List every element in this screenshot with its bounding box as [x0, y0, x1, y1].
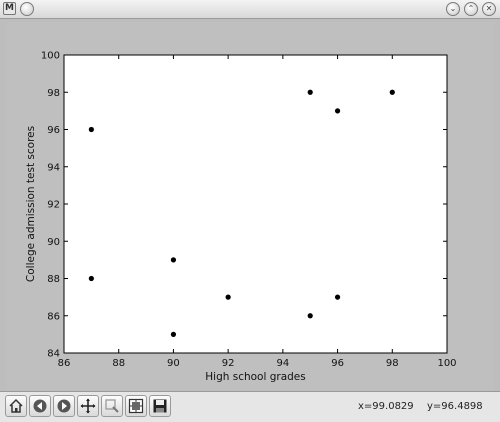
- y-tick-label: 90: [47, 237, 60, 248]
- x-tick-label: 98: [386, 358, 399, 369]
- data-point-5: [307, 89, 313, 95]
- data-point-9: [389, 89, 395, 95]
- y-tick-label: 96: [47, 125, 60, 136]
- y-tick-label: 84: [47, 349, 60, 360]
- home-icon: [9, 398, 23, 413]
- scatter-chart[interactable]: 86 88 90 92 94 96 98 1008486889092949698100High…: [6, 22, 494, 390]
- data-point-2: [170, 257, 177, 263]
- x-tick-label: 88: [112, 358, 125, 369]
- y-tick-label: 94: [47, 162, 60, 173]
- data-point-0: [88, 126, 94, 133]
- zoom-button[interactable]: [101, 395, 123, 417]
- y-tick-label: 98: [47, 88, 60, 99]
- navigation-toolbar: x=99.0829 y=96.4898: [0, 391, 500, 422]
- minimize-button[interactable]: ⌄: [446, 2, 460, 16]
- data-point-8: [334, 294, 341, 300]
- home-button[interactable]: [5, 395, 27, 417]
- title-bar: M ⌄ ⌃ ✕: [0, 0, 500, 19]
- window-menu-icon[interactable]: [20, 2, 34, 16]
- y-tick-label: 88: [47, 274, 60, 285]
- pan-icon: [80, 398, 96, 414]
- x-tick-label: 100: [437, 358, 456, 369]
- subplots-button[interactable]: [125, 395, 147, 417]
- x-coordinate-readout: x=99.0829: [358, 401, 414, 412]
- x-tick-label: 90: [167, 358, 180, 369]
- forward-button[interactable]: [53, 395, 75, 417]
- save-button[interactable]: [149, 395, 171, 417]
- x-tick-label: 86: [58, 358, 71, 369]
- x-tick-label: 92: [222, 358, 235, 369]
- data-point-1: [88, 275, 94, 282]
- maximize-button[interactable]: ⌃: [464, 2, 478, 16]
- subplots-icon: [128, 398, 144, 414]
- plot-area: [63, 54, 448, 354]
- figure-canvas[interactable]: 86 88 90 92 94 96 98 100 84 86 88 90 92 94 96 98 100 High…: [6, 22, 494, 390]
- matplotlib-icon: M: [3, 2, 16, 15]
- data-point-4: [225, 294, 231, 300]
- y-coordinate-readout: y=96.4898: [427, 401, 483, 412]
- forward-icon: [57, 399, 71, 413]
- save-icon: [153, 399, 167, 413]
- back-icon: [33, 399, 47, 413]
- data-point-6: [307, 313, 313, 319]
- y-axis-label: College admission test scores: [25, 126, 37, 282]
- zoom-icon: [105, 399, 119, 413]
- x-tick-label: 94: [276, 358, 289, 369]
- y-tick-label: 86: [47, 311, 60, 322]
- back-button[interactable]: [29, 395, 51, 417]
- data-point-3: [170, 331, 177, 337]
- y-tick-label: 92: [47, 200, 60, 211]
- data-point-7: [334, 108, 341, 114]
- close-button[interactable]: ✕: [482, 2, 496, 16]
- pan-button[interactable]: [77, 395, 99, 417]
- x-axis-label: High school grades: [205, 371, 305, 383]
- x-tick-label: 96: [331, 358, 344, 369]
- y-tick-label: 100: [41, 51, 60, 62]
